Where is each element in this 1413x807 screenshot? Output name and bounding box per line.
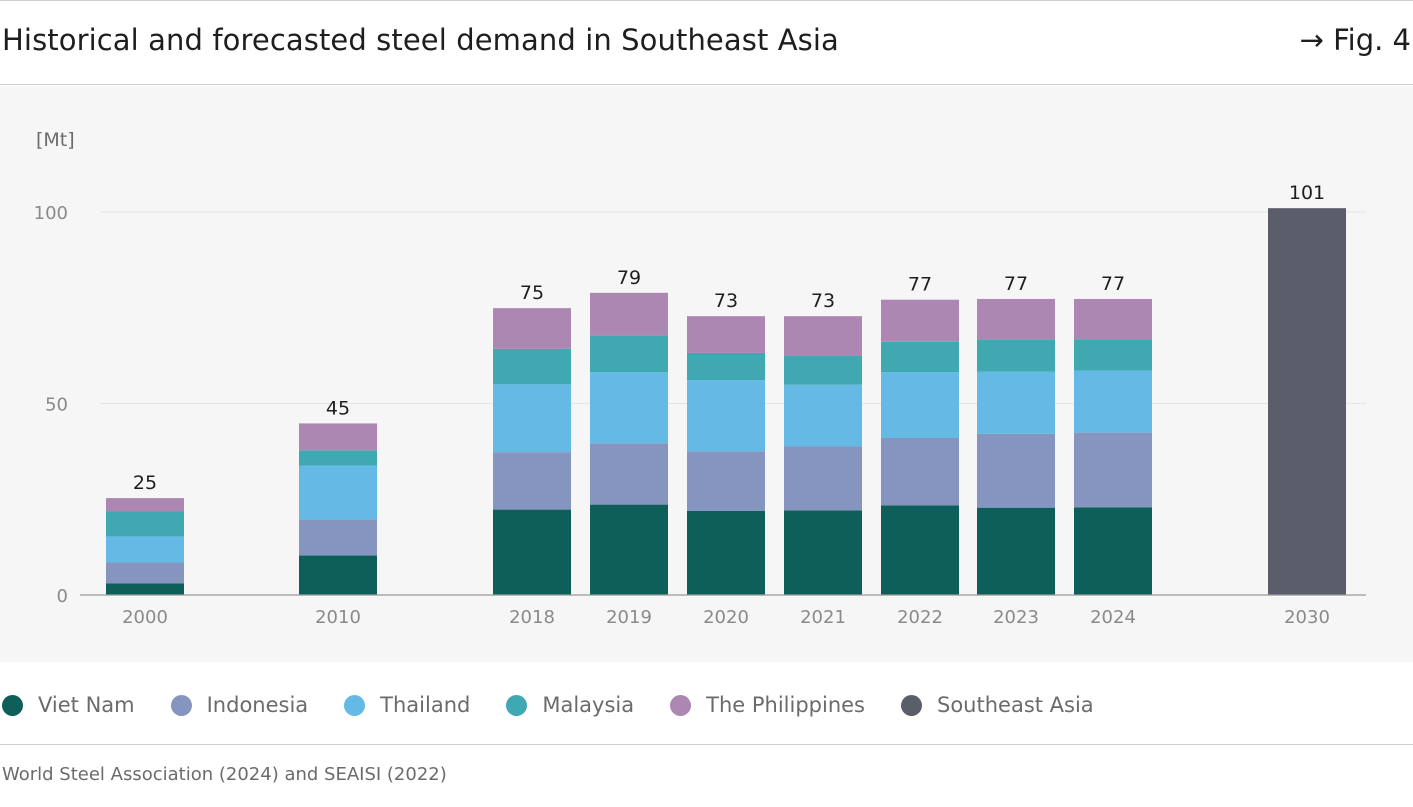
bar-total-label: 101 — [1289, 182, 1325, 204]
bar-segment-thailand — [299, 465, 377, 520]
bar-segment-the-philippines — [590, 292, 668, 336]
stacked-bar-chart: [Mt] 0 50 100 25 2000 45 2010 75 2018 79 2019 73 2020… — [34, 129, 1366, 628]
bar-segment-malaysia — [299, 450, 377, 466]
bar-total-label: 25 — [133, 472, 157, 494]
x-tick-label: 2000 — [122, 607, 168, 628]
bar-segment-thailand — [687, 380, 765, 452]
legend: Viet Nam Indonesia Thailand Malaysia The… — [0, 688, 1413, 722]
bar-segment-the-philippines — [299, 423, 377, 451]
bar-segment-malaysia — [106, 511, 184, 537]
bottom-rule — [0, 744, 1413, 745]
x-tick-label: 2022 — [897, 607, 943, 628]
bar-segment-viet-nam — [1074, 507, 1152, 595]
bar-segment-thailand — [493, 384, 571, 453]
x-tick-label: 2019 — [606, 607, 652, 628]
bar-segment-the-philippines — [1074, 298, 1152, 340]
legend-swatch-indonesia — [170, 694, 192, 716]
bar-segment-indonesia — [687, 451, 765, 511]
legend-swatch-malaysia — [506, 694, 528, 716]
bar-segment-thailand — [881, 372, 959, 438]
legend-label: Indonesia — [206, 693, 309, 717]
bar-segment-indonesia — [784, 446, 862, 511]
legend-swatch-thailand — [344, 694, 366, 716]
bar-total-label: 77 — [1101, 273, 1125, 295]
bar-segment-malaysia — [1074, 339, 1152, 371]
bar-segment-malaysia — [493, 348, 571, 385]
bar-segment-thailand — [784, 384, 862, 447]
figure-header: Historical and forecasted steel demand i… — [0, 1, 1413, 85]
bar-segment-the-philippines — [687, 316, 765, 353]
bar-total-label: 75 — [520, 282, 544, 304]
y-tick-label: 50 — [45, 395, 68, 416]
legend-label: Southeast Asia — [937, 693, 1094, 717]
bar-total-label: 77 — [1004, 273, 1028, 295]
legend-label: Viet Nam — [38, 693, 135, 717]
y-tick-label: 100 — [34, 203, 68, 224]
y-tick-label: 0 — [57, 586, 68, 607]
bar-segment-viet-nam — [687, 510, 765, 595]
x-tick-label: 2023 — [993, 607, 1039, 628]
legend-item-thailand: Thailand — [344, 693, 470, 717]
bar-segment-malaysia — [881, 341, 959, 373]
top-rule — [0, 0, 1413, 1]
bar-segment-viet-nam — [977, 507, 1055, 595]
bar-segment-indonesia — [590, 443, 668, 505]
bar-segment-viet-nam — [106, 583, 184, 595]
legend-label: Thailand — [380, 693, 471, 717]
bar-segment-viet-nam — [881, 505, 959, 595]
bar-segment-viet-nam — [299, 555, 377, 595]
x-tick-label: 2021 — [800, 607, 846, 628]
legend-label: Malaysia — [542, 693, 635, 717]
x-tick-label: 2024 — [1090, 607, 1136, 628]
bar-segment-viet-nam — [590, 504, 668, 595]
legend-swatch-viet-nam — [2, 694, 23, 716]
bar-segment-indonesia — [106, 562, 184, 584]
bar-segment-the-philippines — [881, 299, 959, 342]
bar-segment-the-philippines — [784, 316, 862, 356]
legend-item-indonesia: Indonesia — [170, 693, 309, 717]
bar-segment-indonesia — [977, 433, 1055, 508]
bar-segment-indonesia — [493, 452, 571, 510]
legend-item-the-philippines: The Philippines — [670, 693, 865, 717]
x-tick-label: 2030 — [1284, 607, 1330, 628]
bar-segment-viet-nam — [784, 510, 862, 595]
chart-title: Historical and forecasted steel demand i… — [2, 23, 839, 57]
bar-segment-the-philippines — [977, 298, 1055, 340]
bar-total-label: 73 — [811, 290, 835, 312]
legend-item-viet-nam: Viet Nam — [2, 693, 135, 717]
bar-segment-malaysia — [784, 355, 862, 385]
bar-segment-viet-nam — [493, 509, 571, 595]
bar-segment-thailand — [106, 536, 184, 563]
bar-segment-malaysia — [590, 335, 668, 373]
bar-segment-indonesia — [1074, 432, 1152, 508]
bar-segment-thailand — [590, 372, 668, 444]
bar-segment-the-philippines — [493, 308, 571, 349]
bar-total-label: 73 — [714, 290, 738, 312]
bar-segment-thailand — [1074, 370, 1152, 433]
legend-swatch-southeast-asia — [901, 694, 922, 716]
figure-reference-link[interactable]: → Fig. 4 — [1299, 23, 1411, 57]
x-tick-label: 2010 — [315, 607, 361, 628]
plot-area: [Mt] 0 50 100 25 2000 45 2010 75 2018 79 2019 73 2020… — [0, 86, 1413, 662]
x-tick-label: 2018 — [509, 607, 555, 628]
bar-total-label: 77 — [908, 274, 932, 296]
bar-segment-southeast-asia — [1268, 208, 1346, 596]
bar-total-label: 45 — [326, 397, 350, 419]
bar-total-label: 79 — [617, 267, 641, 289]
bar-segment-malaysia — [687, 352, 765, 381]
bar-segment-thailand — [977, 371, 1055, 434]
y-axis-label: [Mt] — [36, 129, 75, 151]
source-note: World Steel Association (2024) and SEAIS… — [2, 764, 447, 785]
bar-segment-the-philippines — [106, 498, 184, 512]
bar-segment-indonesia — [881, 437, 959, 506]
legend-swatch-the-philippines — [670, 694, 692, 716]
bar-segment-malaysia — [977, 339, 1055, 372]
legend-label: The Philippines — [706, 693, 865, 717]
legend-item-malaysia: Malaysia — [506, 693, 634, 717]
legend-item-southeast-asia: Southeast Asia — [901, 693, 1094, 717]
bar-segment-indonesia — [299, 519, 377, 556]
x-tick-label: 2020 — [703, 607, 749, 628]
